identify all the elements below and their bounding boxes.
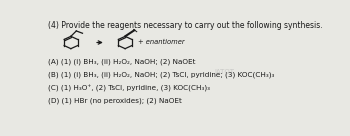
Text: (C) (1) H₃O⁺, (2) TsCl, pyridine, (3) KOC(CH₃)₃: (C) (1) H₃O⁺, (2) TsCl, pyridine, (3) KO… xyxy=(48,85,210,92)
Text: + enantiomer: + enantiomer xyxy=(138,39,185,46)
Text: (D) (1) HBr (no peroxides); (2) NaOEt: (D) (1) HBr (no peroxides); (2) NaOEt xyxy=(48,98,182,104)
Text: (A) (1) (i) BH₃, (ii) H₂O₂, NaOH; (2) NaOEt: (A) (1) (i) BH₃, (ii) H₂O₂, NaOH; (2) Na… xyxy=(48,59,195,65)
Text: (B) (1) (i) BH₃, (ii) H₂O₂, NaOH; (2) TsCl, pyridine; (3) KOC(CH₃)₃: (B) (1) (i) BH₃, (ii) H₂O₂, NaOH; (2) Ts… xyxy=(48,72,274,78)
Text: JATOT: JATOT xyxy=(214,69,234,75)
Text: (4) Provide the reagents necessary to carry out the following synthesis.: (4) Provide the reagents necessary to ca… xyxy=(48,21,322,30)
